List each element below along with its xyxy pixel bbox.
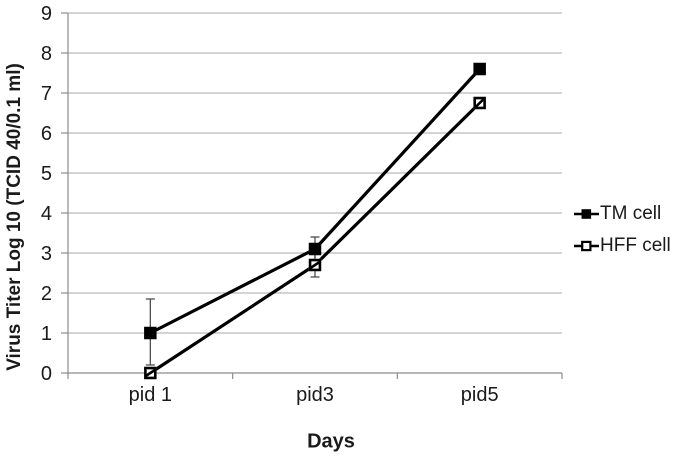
x-axis-title: Days: [307, 430, 355, 453]
marker-hff-cell-line-stub: [475, 98, 485, 108]
marker-tm-cell: [144, 326, 157, 340]
y-tick-label: 0: [41, 363, 52, 385]
y-tick-label: 2: [41, 283, 52, 305]
legend-label-tm-cell: TM cell: [600, 203, 662, 224]
y-tick-label: 1: [41, 323, 52, 345]
legend-marker-filled-square-icon: [574, 209, 599, 219]
marker-tm-cell: [473, 62, 486, 76]
y-tick-label: 3: [41, 243, 52, 265]
y-tick-label: 5: [41, 163, 52, 185]
marker-hff-cell: [144, 366, 157, 380]
y-tick-label: 6: [41, 123, 52, 145]
marker-hff-cell: [308, 258, 322, 272]
y-tick-label: 4: [41, 203, 52, 225]
x-tick-label: pid5: [461, 384, 499, 406]
legend-marker-open-square-icon: [574, 240, 599, 252]
legend: TM cell HFF cell: [574, 203, 671, 267]
marker-hff-cell-line-stub: [145, 369, 156, 377]
y-tick-label: 8: [41, 43, 52, 65]
legend-label-hff-cell: HFF cell: [600, 235, 671, 256]
marker-hff-cell-line-stub: [310, 261, 320, 269]
legend-entry-tm-cell: TM cell: [574, 203, 671, 225]
marker-hff-cell: [473, 96, 486, 110]
legend-entry-hff-cell: HFF cell: [574, 235, 671, 257]
marker-tm-cell: [308, 242, 322, 256]
y-tick-label: 7: [41, 83, 52, 105]
y-tick-label: 9: [41, 3, 52, 25]
x-tick-label: pid3: [296, 384, 334, 406]
x-tick-label: pid 1: [129, 384, 172, 406]
